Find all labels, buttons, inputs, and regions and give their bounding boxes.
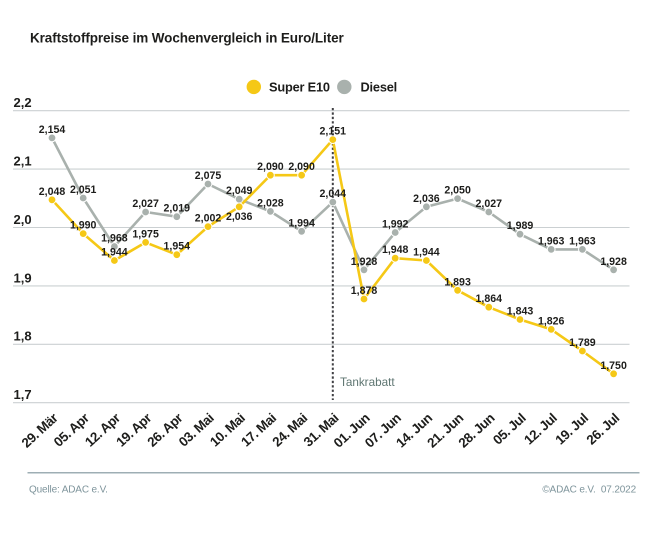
svg-text:1,975: 1,975 (132, 228, 159, 240)
svg-text:1,989: 1,989 (507, 220, 534, 232)
svg-text:2,044: 2,044 (320, 188, 347, 200)
svg-text:1,948: 1,948 (382, 244, 409, 256)
svg-text:Super E10: Super E10 (269, 79, 330, 94)
svg-text:28. Jun: 28. Jun (455, 410, 497, 450)
svg-text:1,994: 1,994 (288, 217, 315, 229)
svg-text:2,027: 2,027 (132, 198, 159, 210)
svg-text:1,963: 1,963 (569, 235, 596, 247)
svg-text:1,9: 1,9 (14, 270, 32, 285)
svg-text:1,928: 1,928 (351, 256, 378, 268)
svg-text:2,036: 2,036 (413, 193, 440, 205)
svg-text:26. Jul: 26. Jul (584, 410, 623, 447)
svg-text:2,075: 2,075 (195, 170, 222, 182)
svg-text:1,944: 1,944 (101, 247, 128, 259)
svg-text:12. Jul: 12. Jul (521, 410, 560, 447)
svg-text:©ADAC e.V. 07.2022: ©ADAC e.V. 07.2022 (542, 485, 636, 496)
svg-text:Diesel: Diesel (361, 79, 398, 94)
svg-text:2,151: 2,151 (320, 126, 347, 138)
svg-text:2,036: 2,036 (226, 211, 253, 223)
svg-text:Kraftstoffpreise im Wochenverg: Kraftstoffpreise im Wochenvergleich in E… (30, 30, 345, 45)
svg-text:2,050: 2,050 (444, 185, 471, 197)
svg-text:1,7: 1,7 (14, 387, 32, 402)
svg-text:2,154: 2,154 (39, 124, 66, 136)
svg-text:1,990: 1,990 (70, 220, 97, 232)
svg-text:1,750: 1,750 (600, 360, 627, 372)
svg-text:1,928: 1,928 (600, 256, 627, 268)
svg-text:1,992: 1,992 (382, 219, 409, 231)
svg-text:Quelle: ADAC e.V.: Quelle: ADAC e.V. (29, 485, 108, 496)
svg-text:1,944: 1,944 (413, 247, 440, 259)
svg-text:2,049: 2,049 (226, 185, 253, 197)
svg-text:2,051: 2,051 (70, 184, 97, 196)
svg-text:1,893: 1,893 (444, 276, 471, 288)
svg-text:1,789: 1,789 (569, 337, 596, 349)
svg-text:05. Jul: 05. Jul (490, 410, 529, 447)
svg-text:1,968: 1,968 (101, 233, 128, 245)
svg-text:1,8: 1,8 (14, 329, 32, 344)
svg-text:2,0: 2,0 (14, 212, 32, 227)
svg-text:19. Jul: 19. Jul (552, 410, 591, 447)
svg-text:2,019: 2,019 (164, 203, 191, 215)
svg-text:2,1: 2,1 (14, 154, 32, 169)
svg-text:2,027: 2,027 (476, 198, 503, 210)
svg-text:2,090: 2,090 (288, 161, 315, 173)
svg-text:1,843: 1,843 (507, 306, 534, 318)
svg-text:1,826: 1,826 (538, 315, 565, 327)
svg-text:2,002: 2,002 (195, 213, 222, 225)
svg-text:1,954: 1,954 (164, 241, 191, 253)
svg-text:2,090: 2,090 (257, 161, 284, 173)
svg-text:1,864: 1,864 (476, 293, 503, 305)
svg-text:2,2: 2,2 (14, 95, 32, 110)
svg-text:1,963: 1,963 (538, 235, 565, 247)
svg-text:2,028: 2,028 (257, 197, 284, 209)
svg-text:1,878: 1,878 (351, 285, 378, 297)
svg-text:Tankrabatt: Tankrabatt (340, 376, 395, 389)
svg-text:2,048: 2,048 (39, 186, 66, 198)
